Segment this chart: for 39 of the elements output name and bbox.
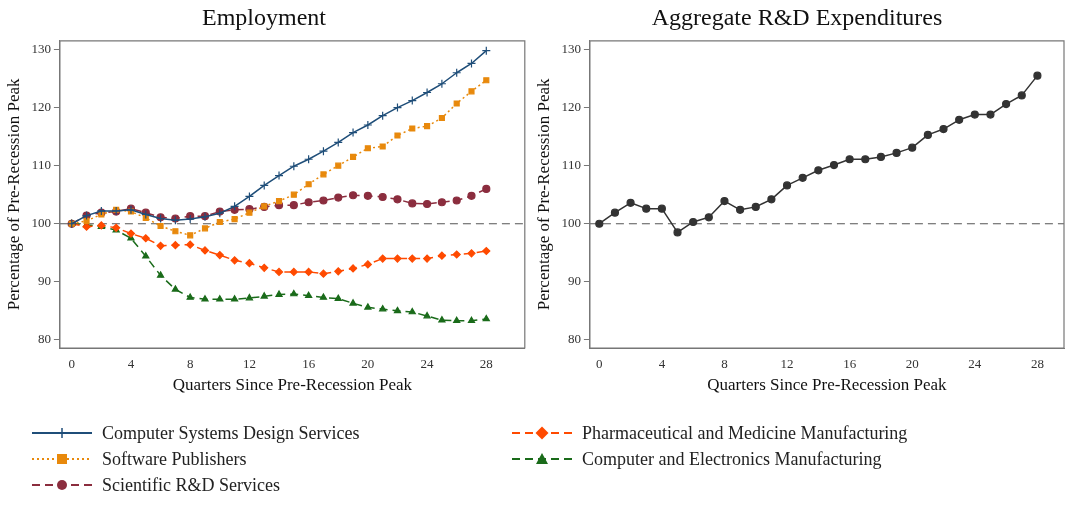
y-tick-label: 120 xyxy=(31,99,51,114)
chart-title: Aggregate R&D Expenditures xyxy=(651,3,943,30)
x-tick-label: 12 xyxy=(242,356,256,372)
x-tick-label: 16 xyxy=(302,356,316,372)
y-axis-title: Percentage of Pre-Recession Peak xyxy=(533,78,553,311)
x-tick-label: 20 xyxy=(905,356,919,372)
y-tick-label: 90 xyxy=(37,273,51,289)
x-tick-label: 8 xyxy=(721,356,728,372)
legend-label: Computer Systems Design Services xyxy=(102,422,360,444)
x-tick-label: 16 xyxy=(843,356,857,372)
x-axis-title: Quarters Since Pre-Recession Peak xyxy=(172,375,413,395)
y-tick-label: 130 xyxy=(561,40,581,56)
y-tick-label: 80 xyxy=(37,331,51,347)
x-tick-label: 24 xyxy=(420,356,435,372)
legend-label: Software Publishers xyxy=(102,448,247,470)
y-tick-label: 110 xyxy=(561,157,581,173)
y-tick-label: 100 xyxy=(31,215,51,231)
y-tick-label: 110 xyxy=(31,157,51,173)
y-tick-label: 130 xyxy=(31,40,51,56)
y-tick-label: 120 xyxy=(561,99,581,114)
y-tick-label: 90 xyxy=(567,273,581,289)
legend-label: Scientific R&D Services xyxy=(102,474,280,496)
y-tick-label: 100 xyxy=(561,215,581,231)
x-tick-label: 4 xyxy=(127,356,135,372)
x-tick-label: 8 xyxy=(186,356,194,372)
x-tick-label: 24 xyxy=(968,356,982,372)
y-tick-label: 80 xyxy=(567,331,581,347)
legend-label: Pharmaceutical and Medicine Manufacturing xyxy=(582,422,908,444)
chart-title: Employment xyxy=(202,3,327,30)
x-axis-title: Quarters Since Pre-Recession Peak xyxy=(707,375,948,395)
x-tick-label: 28 xyxy=(1030,356,1044,372)
y-axis-title: Percentage of Pre-Recession Peak xyxy=(3,78,23,311)
x-tick-label: 4 xyxy=(658,356,666,372)
legend-label: Computer and Electronics Manufacturing xyxy=(582,448,882,470)
x-tick-label: 20 xyxy=(361,356,375,372)
x-tick-label: 0 xyxy=(68,356,75,372)
x-tick-label: 12 xyxy=(780,356,794,372)
x-tick-label: 28 xyxy=(479,356,493,372)
x-tick-label: 0 xyxy=(596,356,603,372)
